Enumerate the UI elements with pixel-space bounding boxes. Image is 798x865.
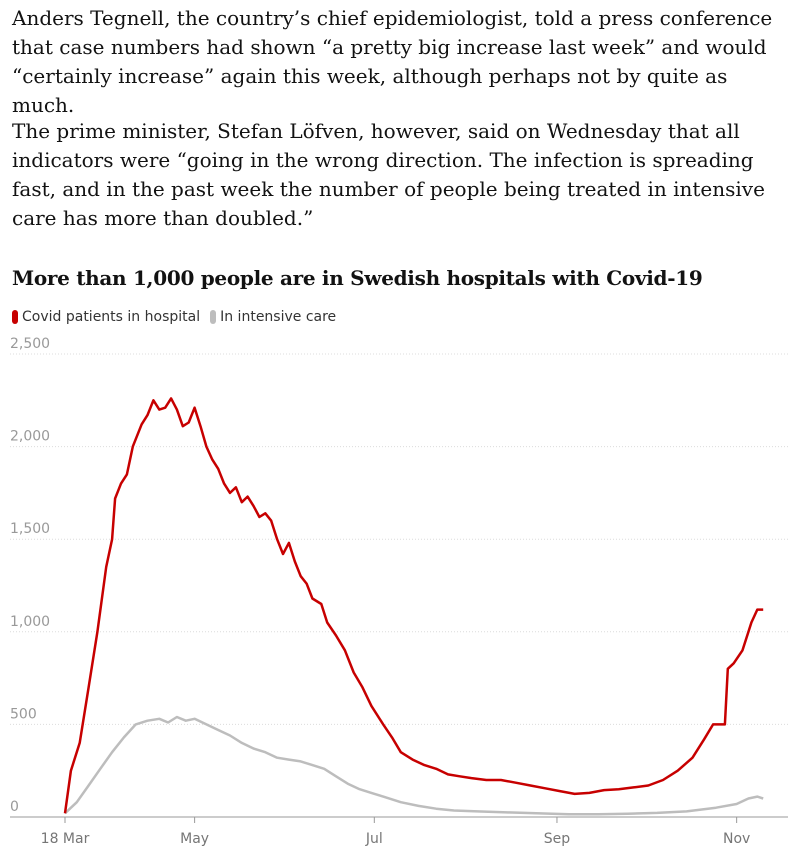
series-line-hospital (63, 397, 764, 814)
y-tick-label: 0 (10, 799, 19, 815)
article-paragraph-2: The prime minister, Stefan Löfven, howev… (12, 119, 765, 230)
y-tick-label: 1,000 (10, 614, 50, 630)
y-tick-label: 500 (10, 706, 37, 722)
x-tick-label: 18 Mar (41, 831, 90, 847)
x-tick-label: May (180, 831, 209, 847)
article-paragraph-1: Anders Tegnell, the country’s chief epid… (12, 6, 773, 117)
y-axis-labels: 0 500 1,000 1,500 2,000 2,500 (10, 336, 50, 815)
y-tick-label: 2,000 (10, 429, 50, 445)
chart-series (63, 397, 764, 816)
hospital-chart: 0 500 1,000 1,500 2,000 2,500 18 Mar May Jul Sep… (10, 336, 788, 847)
y-tick-label: 2,500 (10, 336, 50, 352)
legend-item-hospital: Covid patients in hospital (12, 309, 200, 325)
chart-title: More than 1,000 people are in Swedish ho… (12, 266, 703, 290)
legend-label-icu: In intensive care (220, 309, 337, 325)
chart-legend: Covid patients in hospital In intensive … (12, 309, 346, 325)
x-axis: 18 Mar May Jul Sep Nov (41, 817, 750, 847)
x-tick-label: Nov (723, 831, 750, 847)
x-tick-label: Jul (365, 831, 383, 847)
legend-swatch-hospital (12, 310, 18, 324)
series-line-icu (64, 715, 764, 816)
y-tick-label: 1,500 (10, 521, 50, 537)
x-tick-label: Sep (544, 831, 571, 847)
legend-swatch-icu (210, 310, 217, 324)
legend-label-hospital: Covid patients in hospital (22, 309, 201, 325)
legend-item-icu: In intensive care (210, 309, 336, 325)
